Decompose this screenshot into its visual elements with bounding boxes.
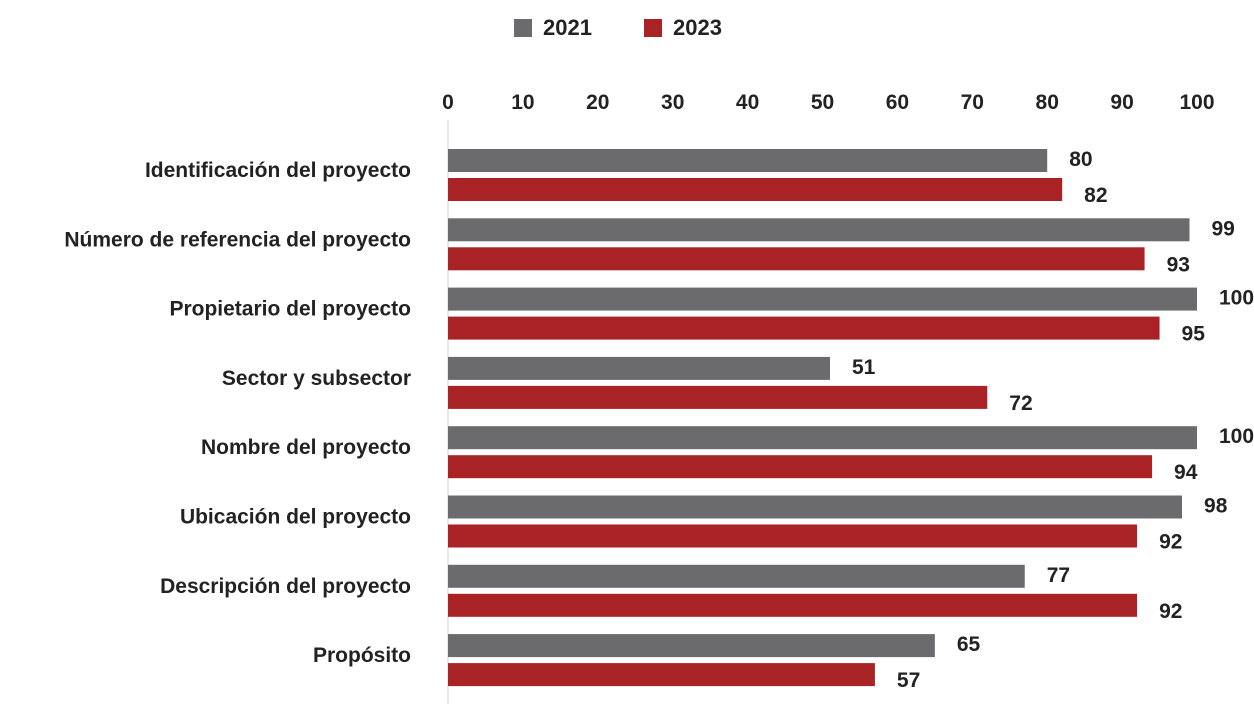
legend-swatch-2021 xyxy=(514,19,532,37)
x-tick-label: 80 xyxy=(1036,91,1059,114)
legend-label-2021: 2021 xyxy=(543,15,592,40)
value-label-2021: 65 xyxy=(957,633,981,656)
legend: 2021 2023 xyxy=(514,15,722,40)
x-tick-label: 20 xyxy=(586,91,609,114)
bar-2023 xyxy=(448,385,988,409)
category-label: Número de referencia del proyecto xyxy=(64,228,411,251)
value-label-2021: 100 xyxy=(1219,287,1254,310)
bar-2023 xyxy=(448,316,1160,340)
value-label-2021: 100 xyxy=(1219,425,1254,448)
x-tick-label: 40 xyxy=(736,91,759,114)
value-label-2023: 94 xyxy=(1174,461,1198,484)
category-label: Sector y subsector xyxy=(222,367,411,390)
x-tick-label: 0 xyxy=(442,91,454,114)
x-tick-label: 100 xyxy=(1179,91,1214,114)
x-tick-label: 70 xyxy=(961,91,984,114)
value-label-2023: 82 xyxy=(1084,184,1107,207)
bar-2021 xyxy=(448,634,935,658)
bar-2021 xyxy=(448,218,1190,242)
bar-2021 xyxy=(448,426,1197,450)
x-tick-label: 30 xyxy=(661,91,684,114)
value-label-2021: 99 xyxy=(1212,217,1235,240)
bar-2021 xyxy=(448,356,830,380)
value-labels: 80 82 99 93 100 95 51 72 100 94 98 92 77 92 65 57 xyxy=(852,148,1254,692)
value-label-2021: 80 xyxy=(1069,148,1092,171)
category-label: Propietario del proyecto xyxy=(169,298,411,321)
value-label-2021: 77 xyxy=(1047,564,1070,587)
bar-2023 xyxy=(448,178,1063,201)
category-label: Descripción del proyecto xyxy=(160,575,411,598)
x-tick-label: 50 xyxy=(811,91,834,114)
x-axis-ticks: 0 10 20 30 40 50 60 70 80 90 100 xyxy=(442,91,1214,114)
value-label-2023: 95 xyxy=(1182,323,1206,346)
legend-swatch-2023 xyxy=(644,19,662,37)
category-label: Ubicación del proyecto xyxy=(180,506,411,529)
bar-2021 xyxy=(448,149,1048,172)
bar-2021 xyxy=(448,564,1025,588)
bar-2023 xyxy=(448,455,1153,479)
bar-2023 xyxy=(448,663,875,687)
x-tick-label: 90 xyxy=(1110,91,1133,114)
category-label: Propósito xyxy=(313,644,411,667)
legend-label-2023: 2023 xyxy=(673,15,722,40)
bar-2023 xyxy=(448,524,1138,548)
category-label: Identificación del proyecto xyxy=(145,159,411,182)
value-label-2023: 57 xyxy=(897,669,920,692)
x-tick-label: 10 xyxy=(511,91,534,114)
bar-2023 xyxy=(448,247,1145,271)
category-labels: Identificación del proyecto Número de ref… xyxy=(64,159,411,667)
value-label-2021: 98 xyxy=(1204,495,1228,518)
bar-2021 xyxy=(448,495,1183,519)
value-label-2023: 92 xyxy=(1159,600,1182,623)
value-label-2023: 92 xyxy=(1159,531,1182,554)
bar-2021 xyxy=(448,287,1197,311)
category-label: Nombre del proyecto xyxy=(201,436,411,459)
bar-2023 xyxy=(448,593,1138,617)
x-tick-label: 60 xyxy=(886,91,909,114)
value-label-2023: 72 xyxy=(1009,392,1032,415)
value-label-2023: 93 xyxy=(1167,253,1190,276)
value-label-2021: 51 xyxy=(852,356,876,379)
bars xyxy=(448,149,1197,687)
